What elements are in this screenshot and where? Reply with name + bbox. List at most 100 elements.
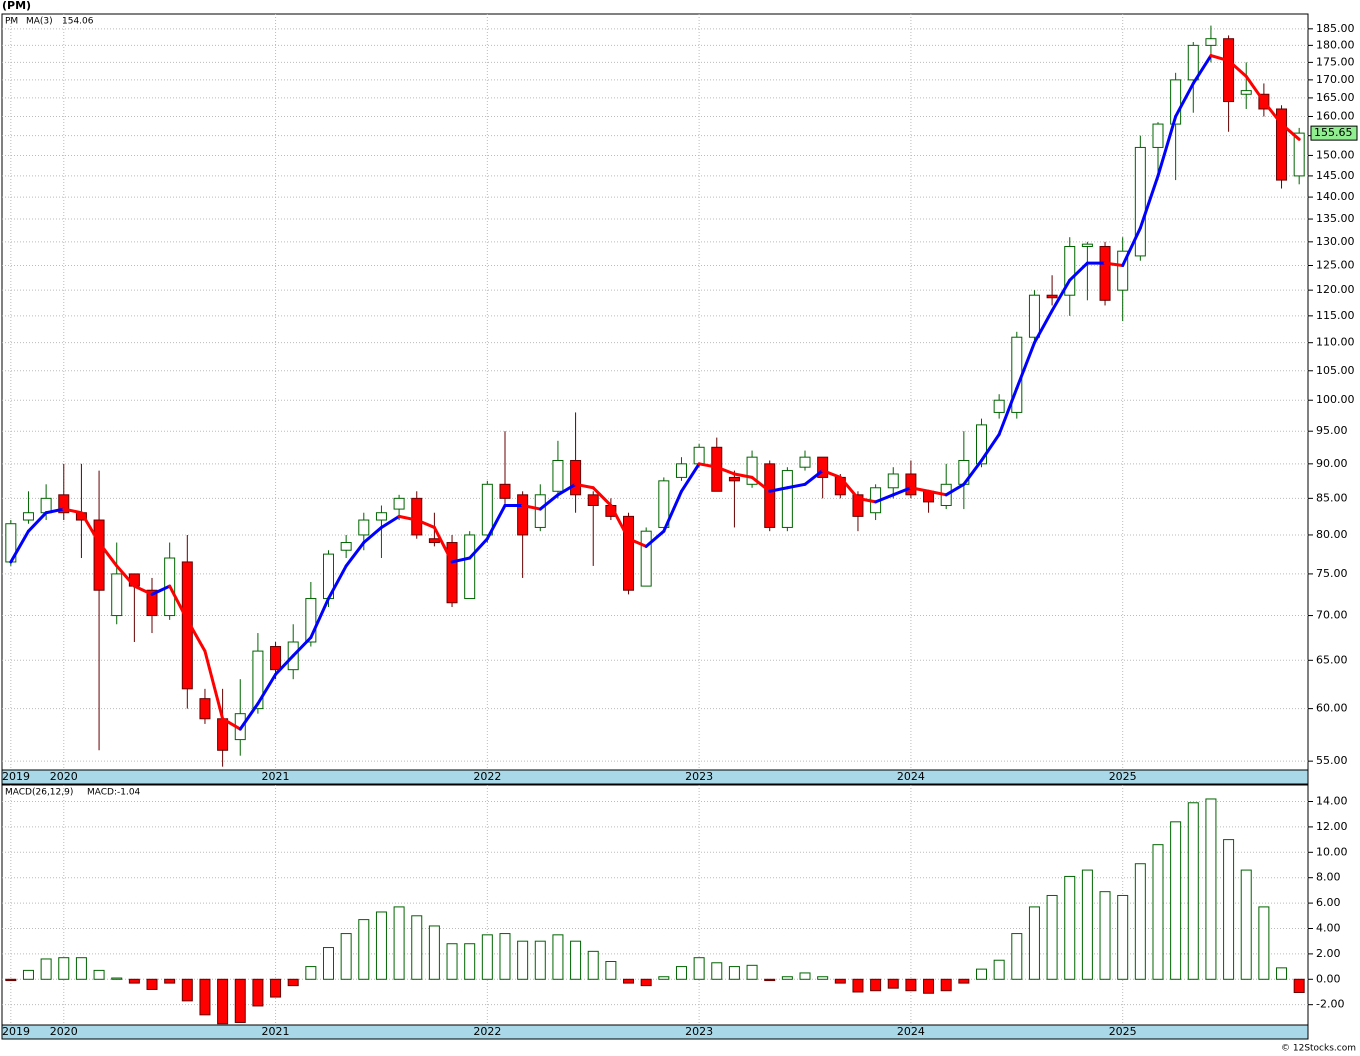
candle-body <box>446 542 458 604</box>
y-tick-label: 120.00 <box>1316 283 1355 296</box>
ma-segment <box>26 511 48 533</box>
macd-bar <box>781 976 793 980</box>
candle-body <box>1170 79 1182 125</box>
macd-bar <box>128 978 140 984</box>
ma-segment <box>1174 81 1195 118</box>
macd-bar <box>605 961 617 980</box>
y-tick-label: 115.00 <box>1316 309 1355 322</box>
ma-segment <box>1244 74 1266 104</box>
macd-bar <box>1134 863 1146 980</box>
candle-body <box>1081 243 1093 247</box>
macd-bar <box>870 978 882 992</box>
candle-body <box>799 456 811 468</box>
ma-segment <box>185 618 207 653</box>
ma-segment <box>1209 54 1231 63</box>
macd-bar <box>375 911 387 980</box>
candle-body <box>746 456 758 485</box>
candle-body <box>570 459 582 496</box>
x-tick-label: 2020 <box>50 1025 78 1038</box>
x-tick-label: 2025 <box>1109 770 1137 783</box>
ma-segment <box>203 649 225 721</box>
candle-body <box>552 459 564 492</box>
macd-bar <box>552 934 564 980</box>
macd-bar <box>323 947 334 980</box>
y-tick-label: 2.00 <box>1316 947 1341 960</box>
macd-bar <box>146 978 158 990</box>
candle-body <box>1046 294 1058 299</box>
y-tick-label: -2.00 <box>1316 998 1344 1011</box>
y-tick-label: 65.00 <box>1316 653 1348 666</box>
candle-body <box>393 497 405 510</box>
ma-segment <box>1262 100 1284 126</box>
x-tick-label: 2020 <box>50 770 78 783</box>
x-tick-label: 2022 <box>473 770 501 783</box>
legend-macd-name: MACD: <box>87 788 117 798</box>
macd-bar <box>1205 798 1217 980</box>
candle-body <box>111 573 123 617</box>
candle-body <box>428 538 440 544</box>
macd-bar <box>199 978 211 1016</box>
candle-body <box>1117 250 1129 291</box>
candle-body <box>534 494 546 528</box>
y-tick-label: 125.00 <box>1316 259 1355 272</box>
y-tick-label: 80.00 <box>1316 528 1348 541</box>
candle-body <box>976 424 987 465</box>
macd-bar <box>1064 875 1076 980</box>
candle-body <box>252 650 264 710</box>
candle-body <box>375 512 387 521</box>
ma-segment <box>327 564 348 601</box>
candle-body <box>1064 245 1076 296</box>
candle-body <box>993 399 1005 413</box>
y-tick-label: 6.00 <box>1316 896 1341 909</box>
candle-body <box>1223 38 1235 103</box>
macd-bar <box>905 978 917 992</box>
macd-bar <box>411 915 423 980</box>
ma-segment <box>9 529 30 564</box>
x-tick-label: 2019 <box>2 770 30 783</box>
macd-bar <box>958 978 970 984</box>
candle-body <box>1099 245 1111 301</box>
macd-bar <box>940 978 952 992</box>
ma-segment <box>556 482 578 497</box>
macd-bar <box>852 978 864 993</box>
ma-segment <box>980 432 1001 462</box>
ma-segment <box>1015 341 1036 390</box>
candle-body <box>764 463 776 528</box>
ma-segment <box>1103 261 1125 268</box>
macd-bar <box>570 940 582 980</box>
macd-bar <box>817 976 829 980</box>
ma-segment <box>627 537 648 548</box>
macd-bar <box>587 950 599 980</box>
candle-body <box>905 473 917 496</box>
macd-bar <box>75 957 87 980</box>
macd-bar <box>393 906 405 980</box>
last-price-box <box>1310 125 1358 141</box>
x-tick-label: 2023 <box>685 770 713 783</box>
ma-segment <box>1032 309 1054 345</box>
ma-segment <box>874 493 895 504</box>
macd-bar <box>252 978 264 1007</box>
macd-bar <box>728 966 740 980</box>
ma-segment <box>927 489 948 497</box>
candle-body <box>640 530 652 587</box>
macd-bar <box>834 978 846 984</box>
macd-bar <box>217 978 229 1025</box>
macd-bar <box>111 977 123 980</box>
x-tick-label: 2021 <box>262 770 290 783</box>
candle-body <box>1187 44 1199 81</box>
ma-segment <box>768 486 789 493</box>
y-tick-label: 70.00 <box>1316 609 1348 622</box>
macd-bar <box>428 925 440 980</box>
ma-segment <box>574 482 595 490</box>
candle-body <box>181 561 193 690</box>
macd-bar <box>534 940 546 980</box>
ma-segment <box>379 514 401 529</box>
candle-body <box>1152 123 1164 148</box>
macd-bar <box>234 978 246 1023</box>
macd-bar <box>693 957 705 980</box>
candle-body <box>658 480 670 528</box>
footer: © 12Stocks.com <box>1281 1044 1356 1054</box>
macd-bar <box>1099 891 1111 980</box>
ma-segment <box>1156 114 1178 178</box>
